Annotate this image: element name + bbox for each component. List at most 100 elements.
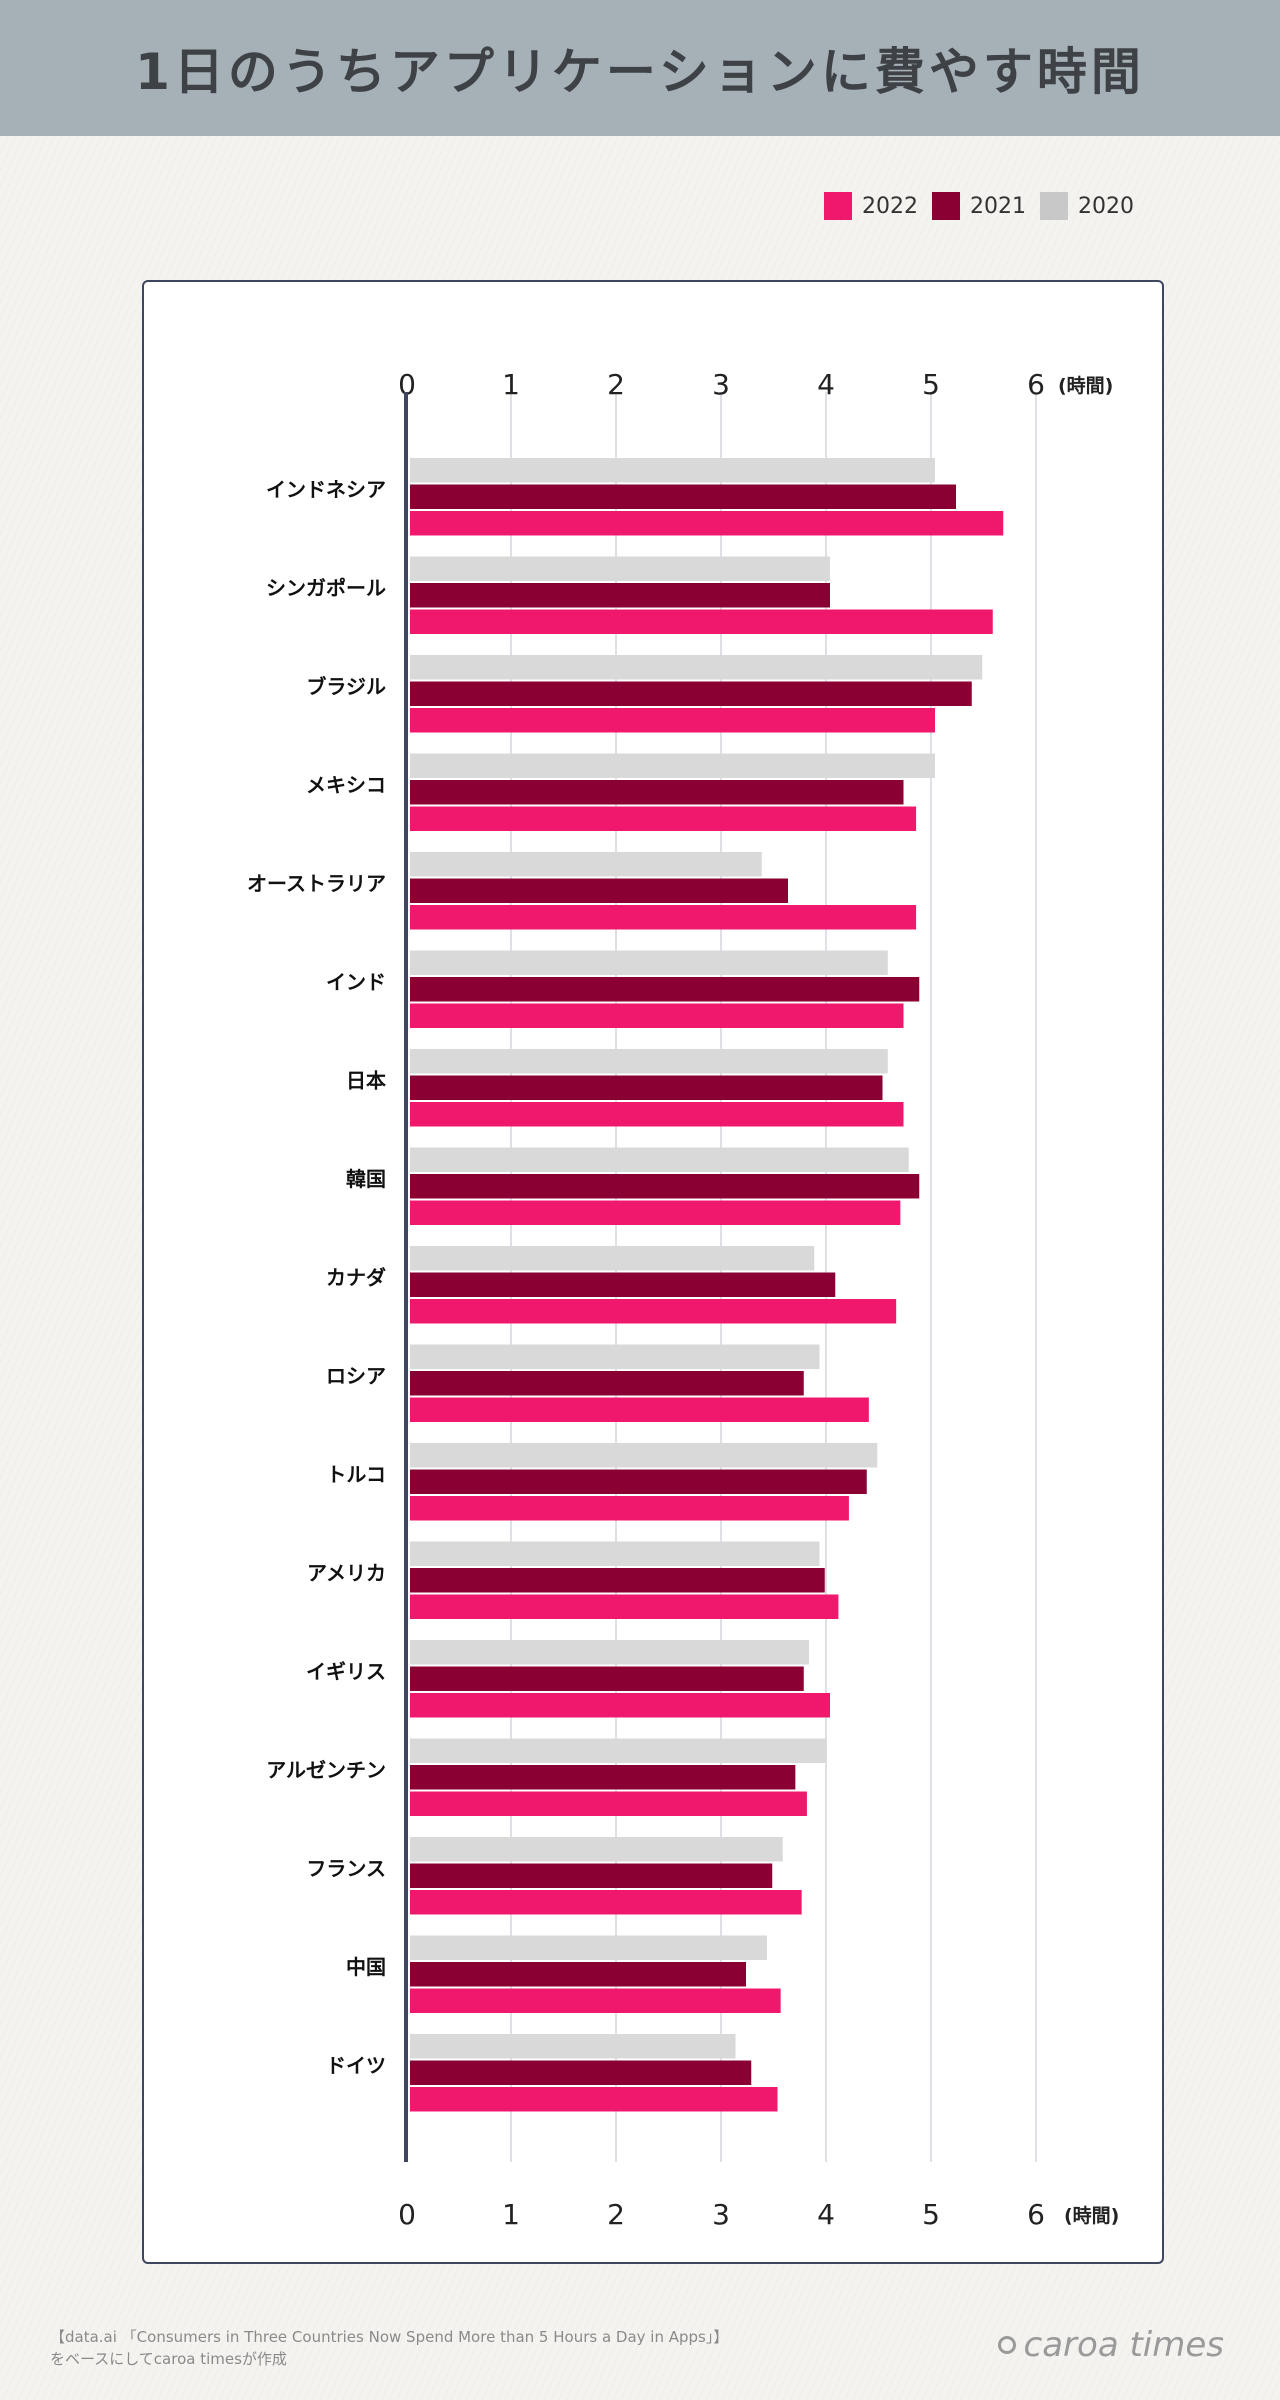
bar-2022-13 xyxy=(410,1791,807,1816)
bar-2022-2 xyxy=(410,708,935,733)
bar-2020-4 xyxy=(410,852,762,877)
bar-2022-11 xyxy=(410,1594,839,1619)
bar-2021-13 xyxy=(410,1765,796,1790)
bar-2021-12 xyxy=(410,1666,804,1691)
bar-2022-15 xyxy=(410,1988,781,2013)
bar-2020-5 xyxy=(410,950,888,975)
bar-2020-13 xyxy=(410,1738,827,1763)
bar-2022-0 xyxy=(410,511,1004,536)
brand-name: caroa times xyxy=(1023,2325,1224,2365)
source-line-1: 【data.ai 「Consumers in Three Countries N… xyxy=(50,2328,729,2346)
category-label-3: メキシコ xyxy=(306,773,386,797)
category-label-1: シンガポール xyxy=(266,576,386,600)
bar-2020-2 xyxy=(410,655,983,680)
x-tick-bottom-3: 3 xyxy=(712,2198,730,2231)
legend-label-2020: 2020 xyxy=(1078,193,1134,219)
bar-2020-1 xyxy=(410,556,830,581)
legend-item-2021: 2021 xyxy=(932,192,1026,220)
bar-2022-12 xyxy=(410,1693,830,1718)
bar-2022-7 xyxy=(410,1200,901,1225)
bar-2022-4 xyxy=(410,905,917,930)
legend-swatch-2021 xyxy=(932,192,960,220)
bar-2022-6 xyxy=(410,1102,904,1127)
x-tick-top-2: 2 xyxy=(607,368,625,401)
link-icon xyxy=(997,2336,1016,2354)
bar-2022-5 xyxy=(410,1003,904,1028)
chart-panel: 0 0 1 1 2 2 3 3 4 4 5 5 6 6 (時間) (時間) インドネシア シンガポールブラジルメキ… xyxy=(142,280,1164,2264)
chart-legend: 2022 2021 2020 xyxy=(824,192,1134,220)
bar-2020-9 xyxy=(410,1344,820,1369)
x-unit-label-bottom: (時間) xyxy=(1064,2205,1119,2227)
legend-swatch-2022 xyxy=(824,192,852,220)
bar-2022-14 xyxy=(410,1890,802,1915)
x-tick-top-6: 6 xyxy=(1027,368,1045,401)
bar-2021-11 xyxy=(410,1568,825,1593)
source-line-2: をベースにしてcaroa timesが作成 xyxy=(50,2350,287,2368)
category-label-13: アルゼンチン xyxy=(266,1758,386,1782)
x-tick-top-4: 4 xyxy=(817,368,835,401)
x-tick-bottom-1: 1 xyxy=(502,2198,520,2231)
category-label-5: インド xyxy=(326,970,386,994)
x-tick-bottom-6: 6 xyxy=(1027,2198,1045,2231)
category-label-14: フランス xyxy=(306,1857,386,1881)
x-tick-bottom-0: 0 xyxy=(398,2198,416,2231)
bar-2020-12 xyxy=(410,1640,809,1665)
x-tick-bottom-5: 5 xyxy=(922,2198,940,2231)
bar-2021-5 xyxy=(410,977,920,1002)
source-note: 【data.ai 「Consumers in Three Countries N… xyxy=(50,2326,728,2370)
bar-2022-1 xyxy=(410,609,993,634)
page-title: 1日のうちアプリケーションに費やす時間 xyxy=(135,43,1145,101)
bar-2021-10 xyxy=(410,1469,867,1494)
bar-2022-3 xyxy=(410,806,917,831)
bar-2020-14 xyxy=(410,1837,783,1862)
bar-2021-3 xyxy=(410,780,904,805)
x-unit-label-top: (時間) xyxy=(1058,375,1113,397)
bar-2020-10 xyxy=(410,1443,878,1468)
x-tick-top-0: 0 xyxy=(398,368,416,401)
category-label-10: トルコ xyxy=(326,1463,386,1487)
brand-logo: caroa times xyxy=(997,2325,1224,2365)
category-label-7: 韓国 xyxy=(346,1167,386,1191)
bar-2022-16 xyxy=(410,2087,778,2112)
bar-2022-8 xyxy=(410,1299,897,1324)
bar-2021-15 xyxy=(410,1962,746,1987)
bar-2020-6 xyxy=(410,1049,888,1074)
bar-2020-11 xyxy=(410,1541,820,1566)
bar-2020-0 xyxy=(410,458,935,483)
legend-swatch-2020 xyxy=(1040,192,1068,220)
x-tick-top-3: 3 xyxy=(712,368,730,401)
category-label-11: アメリカ xyxy=(307,1561,386,1585)
category-label-4: オーストラリア xyxy=(247,872,386,896)
bar-2020-3 xyxy=(410,753,935,778)
bar-2020-8 xyxy=(410,1246,815,1271)
bar-2021-6 xyxy=(410,1075,883,1100)
bar-2020-16 xyxy=(410,2034,736,2059)
category-label-0: インドネシア xyxy=(266,478,386,502)
bar-2021-9 xyxy=(410,1371,804,1396)
category-label-9: ロシア xyxy=(326,1364,386,1388)
legend-label-2022: 2022 xyxy=(862,193,918,219)
category-label-16: ドイツ xyxy=(326,2054,386,2078)
bar-2021-8 xyxy=(410,1272,836,1297)
x-tick-bottom-2: 2 xyxy=(607,2198,625,2231)
bar-2022-10 xyxy=(410,1496,849,1521)
category-label-15: 中国 xyxy=(346,1955,386,1979)
x-tick-top-5: 5 xyxy=(922,368,940,401)
x-tick-bottom-4: 4 xyxy=(817,2198,835,2231)
legend-label-2021: 2021 xyxy=(970,193,1026,219)
bar-2020-7 xyxy=(410,1147,909,1172)
bar-2021-0 xyxy=(410,484,956,509)
bar-2021-2 xyxy=(410,681,972,706)
legend-item-2022: 2022 xyxy=(824,192,918,220)
bar-chart: 0 0 1 1 2 2 3 3 4 4 5 5 6 6 (時間) (時間) インドネシアシンガポールブラジルメキ… xyxy=(247,368,1119,2231)
title-banner: 1日のうちアプリケーションに費やす時間 xyxy=(0,0,1280,136)
bar-2021-7 xyxy=(410,1174,920,1199)
x-tick-top-1: 1 xyxy=(502,368,520,401)
bar-2021-4 xyxy=(410,878,788,903)
category-label-8: カナダ xyxy=(326,1266,386,1290)
category-label-12: イギリス xyxy=(306,1660,386,1684)
bar-2021-14 xyxy=(410,1863,773,1888)
category-label-2: ブラジル xyxy=(306,675,386,699)
bar-2020-15 xyxy=(410,1935,767,1960)
legend-item-2020: 2020 xyxy=(1040,192,1134,220)
